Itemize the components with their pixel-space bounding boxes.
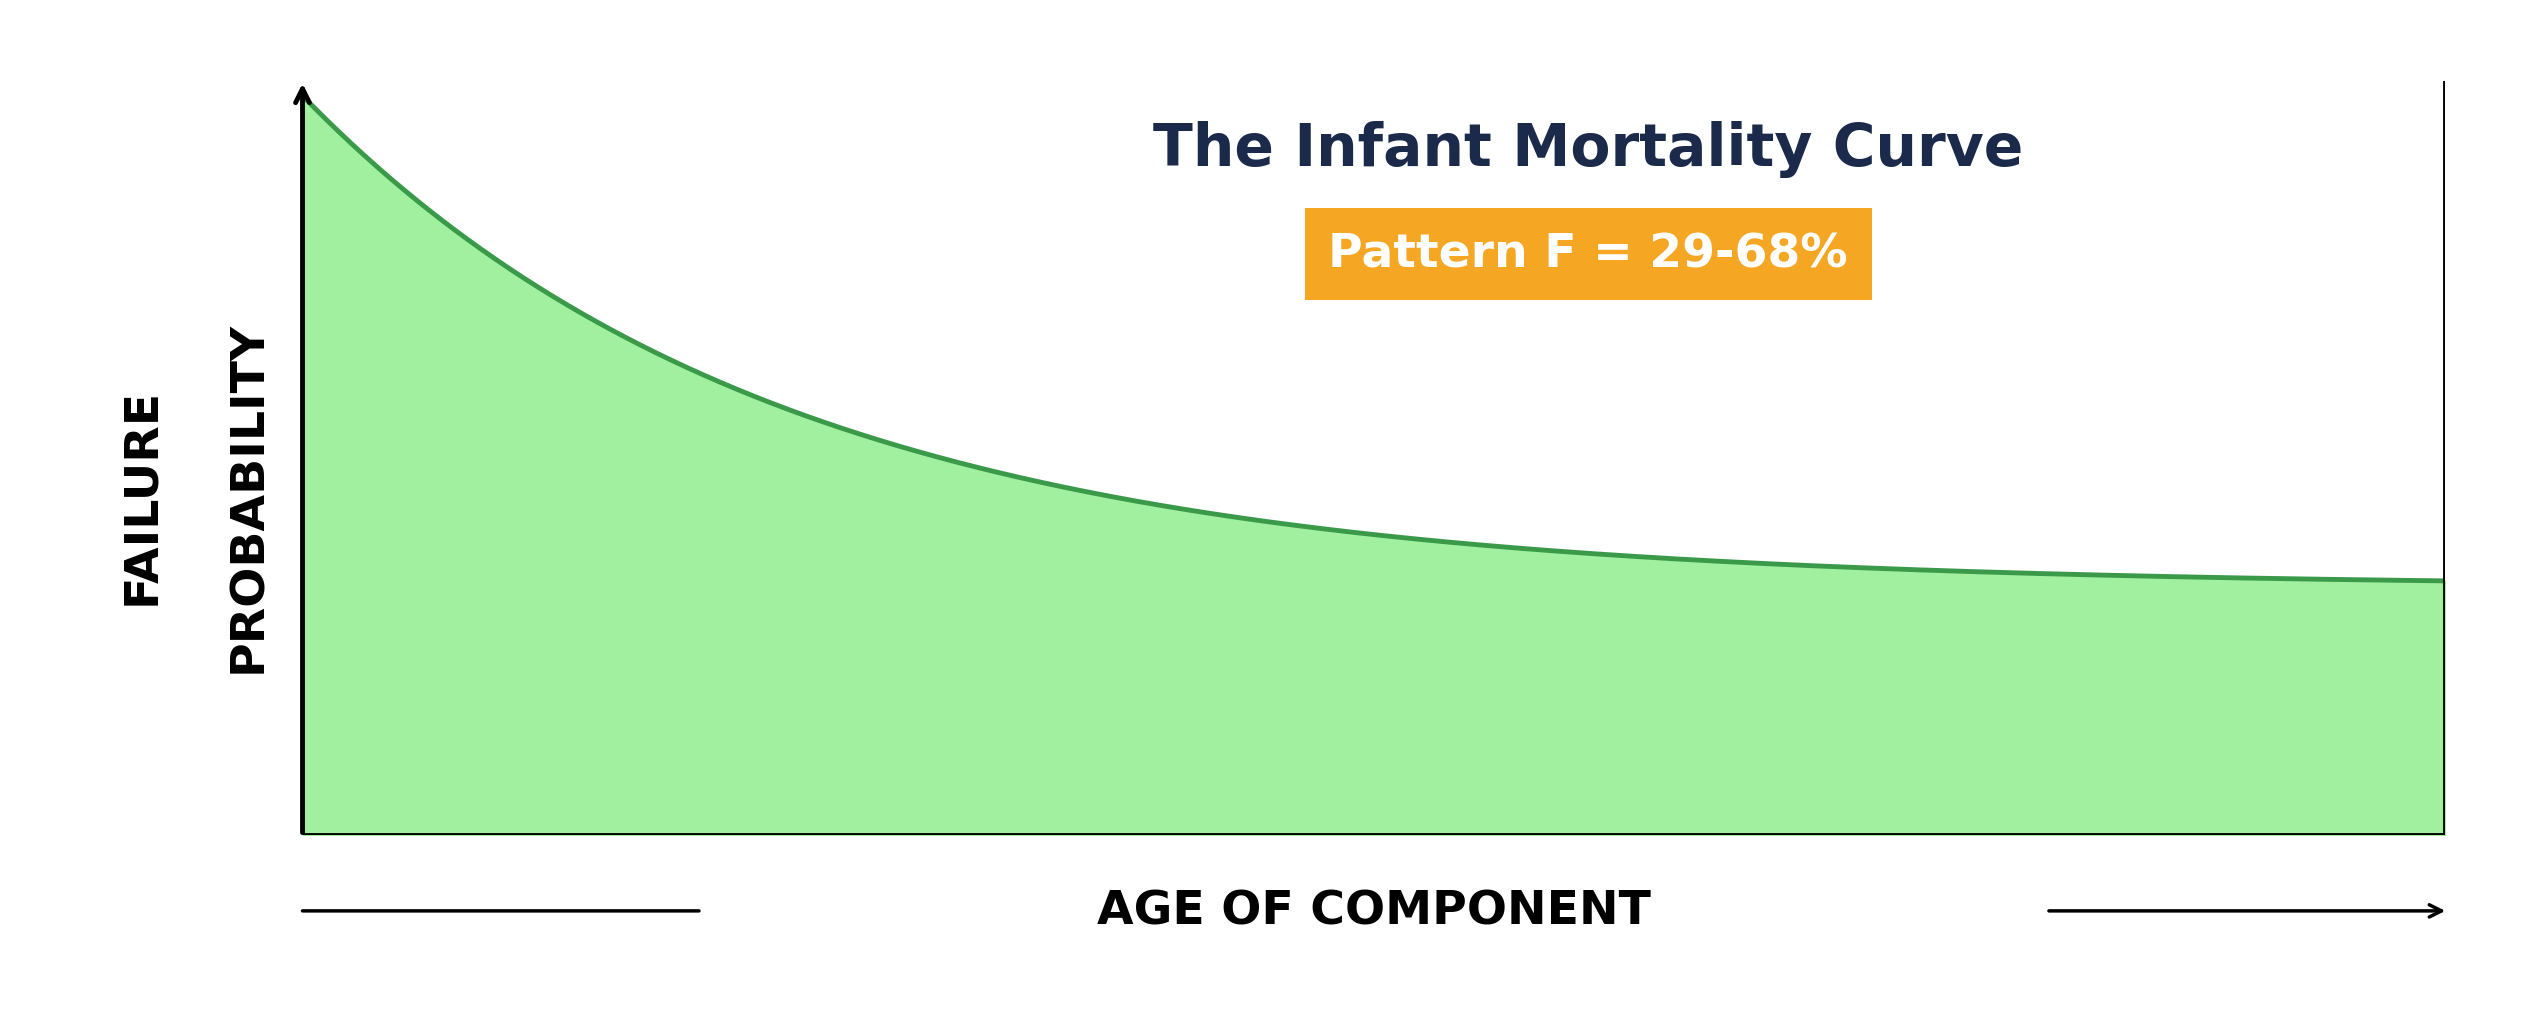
Text: Pattern F = 29-68%: Pattern F = 29-68% [1329,232,1848,277]
Text: The Infant Mortality Curve: The Infant Mortality Curve [1152,121,2024,178]
Text: PROBABILITY: PROBABILITY [227,320,272,673]
Text: AGE OF COMPONENT: AGE OF COMPONENT [1097,889,1651,933]
Text: FAILURE: FAILURE [118,388,164,604]
